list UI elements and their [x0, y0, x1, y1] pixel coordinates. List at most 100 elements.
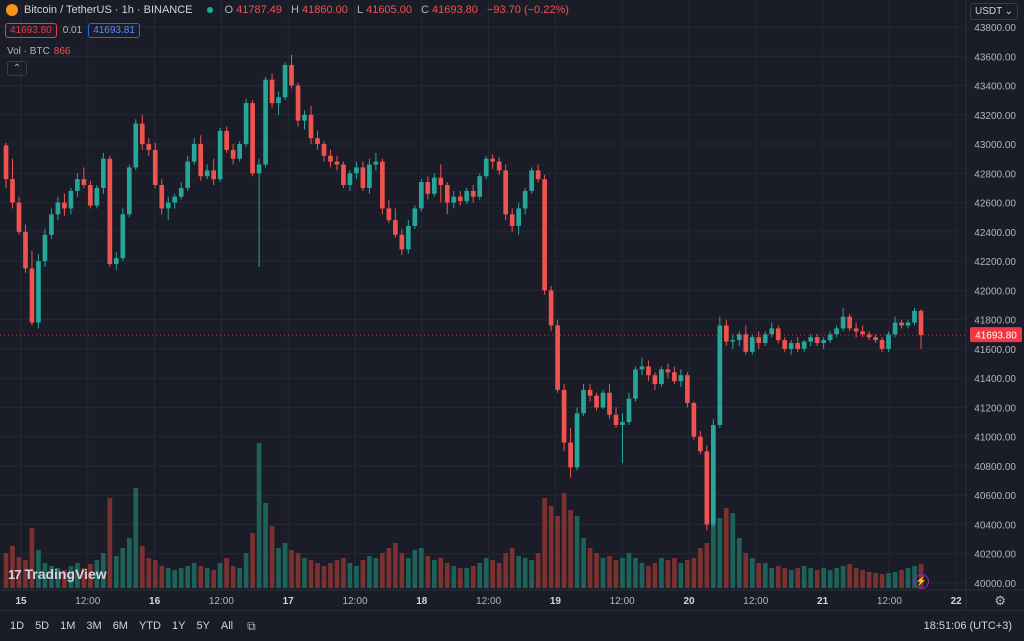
- time-tick-label: 19: [550, 596, 562, 607]
- volume-bar: [711, 523, 716, 588]
- range-3m-button[interactable]: 3M: [86, 620, 102, 632]
- volume-bar: [393, 543, 398, 588]
- gear-icon[interactable]: ⚙: [994, 593, 1006, 608]
- candle-body: [464, 190, 470, 202]
- range-5d-button[interactable]: 5D: [35, 620, 50, 632]
- time-tick-label: 20: [683, 596, 695, 607]
- volume-bar: [399, 553, 405, 588]
- volume-bar: [431, 560, 437, 588]
- candle-body: [762, 334, 768, 344]
- candle-body: [535, 170, 541, 180]
- range-1y-button[interactable]: 1Y: [171, 620, 186, 632]
- volume-bar: [814, 570, 820, 588]
- symbol-title[interactable]: Bitcoin / TetherUS · 1h · BINANCE: [24, 4, 193, 16]
- volume-bar: [198, 566, 204, 588]
- volume-bar: [509, 548, 515, 588]
- market-status-icon: [206, 7, 213, 13]
- candle-body: [659, 369, 664, 385]
- volume-bar: [535, 553, 541, 588]
- volume-bar: [354, 566, 359, 588]
- volume-bar: [133, 488, 139, 588]
- volume-bar: [425, 556, 431, 588]
- candle-body: [698, 436, 703, 452]
- volume-bar: [762, 563, 768, 588]
- candle-body: [315, 138, 320, 145]
- candle-body: [386, 208, 392, 221]
- candle-body: [347, 173, 353, 186]
- price-tick-label: 41200.00: [974, 403, 1016, 414]
- volume-bar: [347, 563, 353, 588]
- currency-value: USDT: [975, 6, 1003, 17]
- range-6m-button[interactable]: 6M: [112, 620, 128, 632]
- volume-bar: [211, 570, 216, 588]
- candle-body: [159, 185, 165, 209]
- volume-bar: [782, 568, 788, 588]
- volume-bar: [646, 566, 651, 588]
- volume-bar: [866, 572, 872, 588]
- clock-timezone[interactable]: 18:51:06 (UTC+3): [923, 620, 1012, 632]
- volume-bar: [496, 563, 502, 588]
- candle-body: [10, 179, 15, 203]
- collapse-legend-button[interactable]: ⌃: [7, 61, 27, 76]
- range-5y-button[interactable]: 5Y: [196, 620, 210, 632]
- go-to-date-icon[interactable]: ⧉: [247, 618, 256, 633]
- volume-bar: [94, 560, 100, 588]
- volume-bar: [282, 543, 288, 588]
- range-all-button[interactable]: All: [220, 620, 234, 632]
- price-tick-label: 40400.00: [974, 520, 1016, 531]
- candle-body: [133, 123, 139, 168]
- candle-body: [191, 144, 197, 162]
- sell-price-button[interactable]: 41693.80: [5, 23, 57, 38]
- candle-body: [529, 170, 534, 191]
- volume-bar: [503, 553, 509, 588]
- volume-bar: [172, 570, 178, 588]
- candle-body: [646, 366, 651, 376]
- alert-icon[interactable]: ⚡: [914, 574, 929, 589]
- currency-selector[interactable]: USDT ⌄: [970, 3, 1018, 20]
- volume-bar: [237, 568, 242, 588]
- candle-body: [88, 185, 93, 206]
- candle-body: [75, 179, 80, 191]
- volume-bar: [730, 513, 736, 588]
- volume-bar: [620, 558, 625, 588]
- candle-body: [172, 196, 178, 203]
- candle-body: [113, 258, 119, 265]
- volume-bar: [107, 498, 113, 588]
- volume-bar: [10, 546, 15, 588]
- volume-bar: [827, 570, 833, 588]
- candle-body: [912, 310, 917, 323]
- range-1m-button[interactable]: 1M: [60, 620, 76, 632]
- volume-bar: [698, 548, 703, 588]
- range-ytd-button[interactable]: YTD: [138, 620, 161, 632]
- candle-body: [431, 177, 437, 194]
- range-1d-button[interactable]: 1D: [10, 620, 25, 632]
- volume-bar: [165, 568, 171, 588]
- buy-price-button[interactable]: 41693.81: [88, 23, 140, 38]
- volume-bar: [159, 566, 165, 588]
- candle-body: [237, 144, 242, 159]
- volume-bar: [743, 553, 749, 588]
- volume-bar: [126, 538, 132, 588]
- volume-bar: [691, 558, 697, 588]
- price-tick-label: 41000.00: [974, 433, 1016, 444]
- volume-bar: [68, 566, 74, 588]
- tradingview-mark-icon: 17: [8, 566, 22, 582]
- candle-body: [594, 395, 599, 408]
- volume-bar: [522, 558, 528, 588]
- volume-bar: [113, 556, 119, 588]
- candle-body: [620, 422, 625, 425]
- candle-body: [561, 389, 567, 443]
- candle-body: [477, 176, 483, 197]
- price-chart[interactable]: 43800.00 43600.00 43400.00 43200.00 43000.00…: [0, 0, 1024, 610]
- candle-body: [879, 340, 885, 349]
- volume-bar: [529, 560, 534, 588]
- volume-bar: [905, 568, 911, 588]
- candle-body: [795, 343, 801, 349]
- candle-body: [425, 182, 431, 194]
- volume-bar: [360, 560, 366, 588]
- volume-bar: [659, 558, 664, 588]
- ohlc-values: O 41787.49 H 41860.00 L 41605.00 C 41693.80 …: [225, 4, 572, 16]
- tradingview-logo[interactable]: 17 TradingView: [8, 566, 107, 582]
- volume-bar: [483, 558, 489, 588]
- candle-body: [503, 170, 509, 215]
